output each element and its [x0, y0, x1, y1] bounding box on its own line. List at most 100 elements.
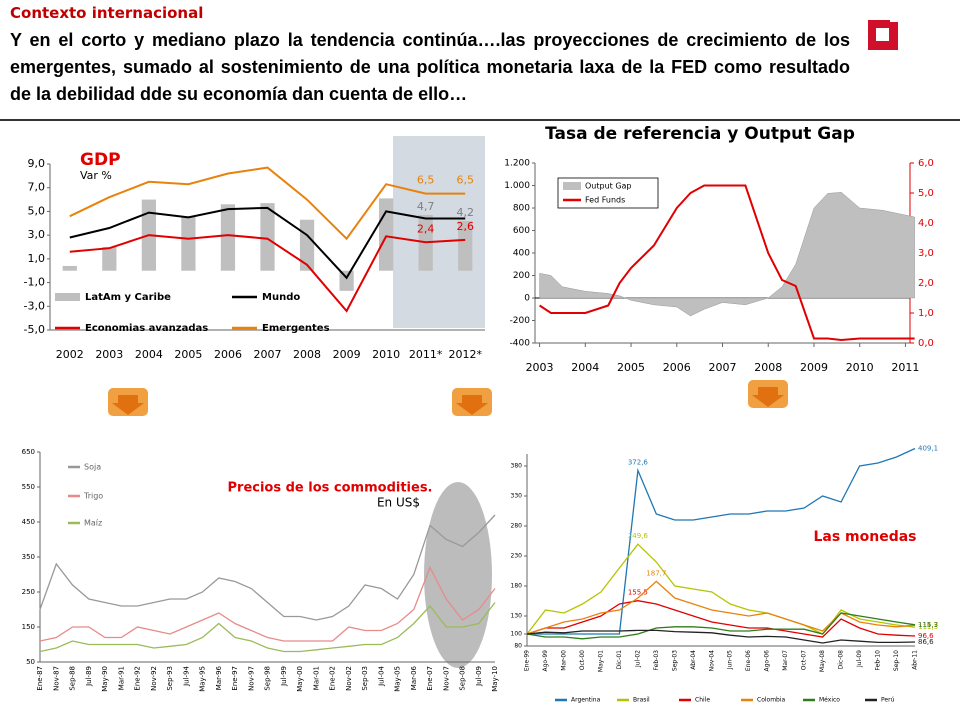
legend-label: México: [819, 697, 840, 704]
chart-title: Las monedas: [813, 529, 916, 545]
x-tick-label: May-00: [296, 666, 304, 692]
x-tick-label: Mar-01: [312, 666, 320, 690]
x-tick-label: Feb-10: [875, 650, 882, 671]
y-tick-label: 1,0: [28, 252, 46, 265]
x-tick-label: Ene-02: [329, 666, 337, 691]
x-tick-label: Jul-09: [475, 666, 483, 687]
chart-subtitle: Var %: [80, 169, 112, 182]
legend-label: Colombia: [757, 697, 786, 704]
y-tick-label: -400: [510, 339, 531, 349]
y-tick-label: 3,0: [28, 228, 46, 241]
legend-label: Trigo: [83, 492, 103, 501]
x-tick-label: Abr-11: [912, 650, 919, 670]
y-tick-label: 330: [511, 493, 523, 500]
arrow: [108, 388, 148, 416]
x-tick-label: 2003: [526, 361, 554, 374]
y2-tick-label: 5,0: [918, 188, 934, 199]
x-tick-label: Ago-99: [542, 650, 549, 672]
data-label: 96,6: [918, 632, 934, 640]
x-tick-label: 2009: [800, 361, 828, 374]
x-tick-label: Sep-10: [893, 650, 900, 671]
legend-label: Chile: [695, 697, 710, 704]
x-tick-label: May-05: [394, 666, 402, 692]
x-tick-label: Nov-02: [345, 666, 353, 691]
line: [526, 629, 916, 644]
data-label: 6,5: [417, 174, 435, 187]
x-tick-label: Sep-03: [361, 666, 369, 691]
x-tick-label: Ago-06: [764, 650, 771, 672]
bar: [260, 203, 275, 271]
legend-label: Maíz: [84, 519, 102, 528]
y-tick-label: -1,0: [24, 276, 45, 289]
x-tick-label: May-90: [101, 666, 109, 692]
y2-tick-label: 4,0: [918, 218, 934, 229]
line: [526, 600, 916, 638]
legend-label: Emergentes: [262, 323, 330, 334]
x-tick-label: 2003: [95, 348, 123, 361]
y2-tick-label: 2,0: [918, 278, 934, 289]
x-tick-label: Feb-03: [653, 650, 660, 671]
line: [39, 602, 496, 653]
y-tick-label: 350: [22, 553, 35, 561]
x-tick-label: Jul-89: [85, 666, 93, 687]
x-tick-label: 2011*: [409, 348, 443, 361]
data-label: 372,6: [628, 458, 649, 466]
data-label: 4,2: [456, 206, 474, 219]
data-label: 114,7: [918, 621, 938, 629]
y-tick-label: 100: [511, 631, 523, 638]
data-label: 86,6: [918, 638, 934, 646]
highlight-ellipse: [424, 482, 492, 668]
slide-title: Y en el corto y mediano plazo la tendenc…: [10, 30, 850, 104]
legend-label: Brasil: [633, 697, 650, 704]
x-tick-label: Oct-00: [579, 650, 586, 670]
y2-tick-label: 6,0: [918, 158, 934, 169]
arrow: [452, 388, 492, 416]
x-tick-label: May-95: [199, 666, 207, 692]
y-tick-label: 550: [22, 483, 35, 491]
bar: [299, 219, 315, 271]
area: [539, 192, 915, 317]
x-tick-label: Ene-97: [231, 666, 239, 691]
logo: [868, 12, 904, 50]
arrow: [748, 380, 788, 408]
x-tick-label: 2004: [571, 361, 599, 374]
section-label: Contexto internacional: [10, 4, 204, 22]
y-tick-label: 5,0: [28, 204, 46, 217]
x-tick-label: May-10: [491, 666, 499, 692]
y-tick-label: 250: [22, 588, 35, 596]
x-tick-label: Oct-07: [801, 650, 808, 670]
x-tick-label: 2012*: [448, 348, 482, 361]
bar: [102, 247, 117, 271]
x-tick-label: Nov-87: [52, 666, 60, 691]
bar: [458, 220, 473, 271]
y-tick-label: 130: [511, 613, 523, 620]
y-tick-label: 650: [22, 448, 35, 456]
x-tick-label: 2007: [709, 361, 737, 374]
x-tick-label: Sep-08: [459, 666, 467, 691]
x-tick-label: Jul-04: [377, 665, 385, 686]
data-label: 4,7: [417, 200, 435, 213]
y-tick-label: 380: [511, 463, 523, 470]
x-tick-label: Ene-06: [745, 650, 752, 671]
x-tick-label: Jul-02: [634, 650, 641, 668]
x-tick-label: Mar-00: [560, 650, 567, 671]
x-tick-label: Jul-94: [182, 665, 190, 686]
bar: [62, 265, 77, 271]
y-tick-label: 230: [511, 553, 523, 560]
legend-label: Perú: [881, 697, 895, 704]
x-tick-label: Jul-99: [280, 666, 288, 687]
y-tick-label: 1.000: [504, 181, 530, 191]
x-tick-label: Sep-03: [671, 650, 678, 671]
x-tick-label: May-01: [597, 650, 604, 672]
y-tick-label: 800: [513, 204, 530, 214]
line: [526, 580, 916, 635]
data-label: 6,5: [456, 174, 474, 187]
x-tick-label: Abr-04: [690, 650, 697, 670]
line: [39, 565, 496, 642]
y-tick-label: 0: [524, 294, 530, 304]
x-tick-label: 2006: [214, 348, 242, 361]
x-tick-label: Sep-88: [69, 666, 77, 691]
x-tick-label: 2007: [254, 348, 282, 361]
y-tick-label: -5,0: [24, 323, 45, 336]
